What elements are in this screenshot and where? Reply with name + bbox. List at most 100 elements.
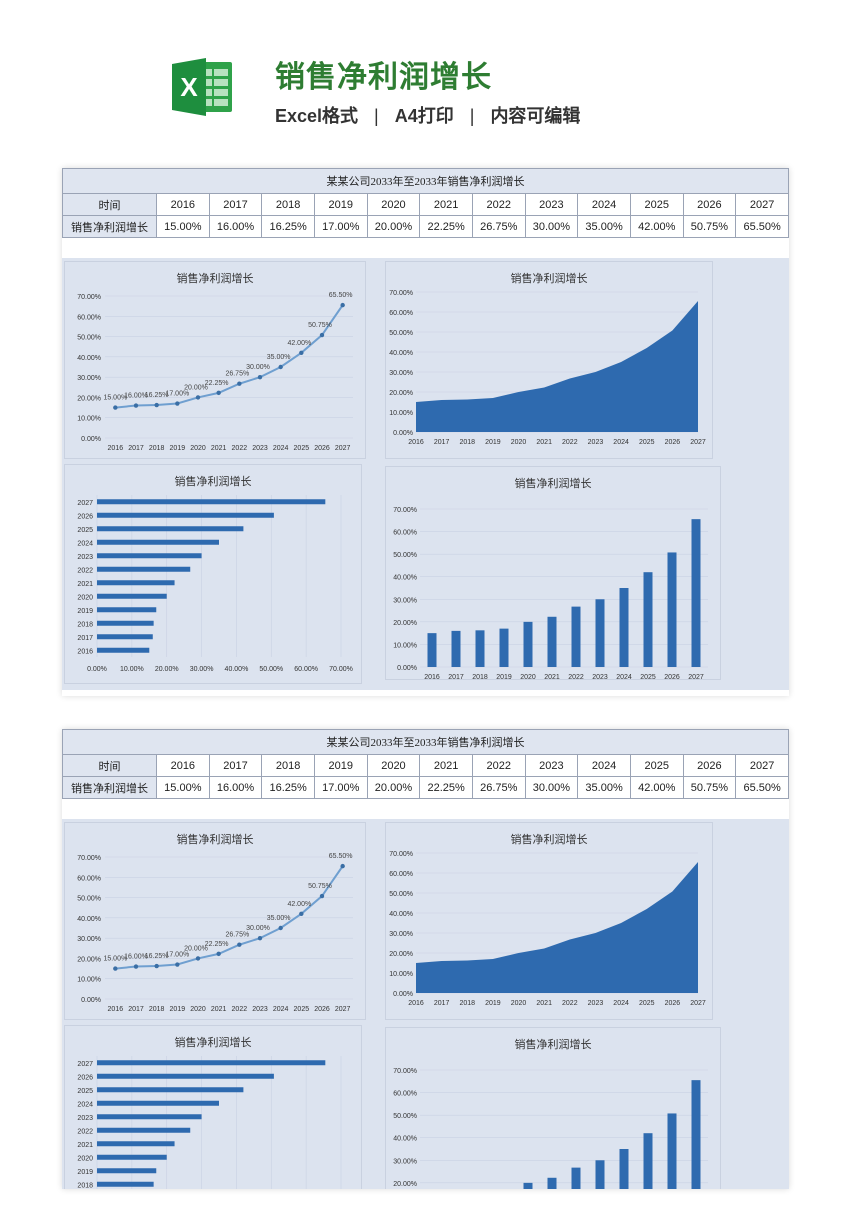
bar[interactable]	[691, 1080, 701, 1189]
value-cell[interactable]: 22.25%	[419, 215, 473, 238]
bar[interactable]	[97, 512, 274, 518]
bar[interactable]	[547, 616, 557, 667]
data-point[interactable]	[154, 402, 159, 408]
value-cell[interactable]: 20.00%	[366, 215, 421, 238]
bar[interactable]	[427, 633, 437, 667]
year-cell[interactable]: 2017	[208, 754, 263, 777]
bar[interactable]	[97, 1141, 175, 1147]
year-cell[interactable]: 2021	[419, 754, 473, 777]
data-point[interactable]	[195, 395, 201, 400]
area-chart-panel[interactable]: 销售净利润增长 0.00% 10.00% 20.00% 30.00% 40.00% 50.0…	[385, 261, 713, 459]
bar[interactable]	[619, 1149, 629, 1189]
value-cell[interactable]: 16.25%	[261, 776, 315, 799]
value-cell[interactable]: 26.75%	[471, 776, 526, 799]
bar[interactable]	[547, 1177, 557, 1189]
series-area[interactable]	[416, 862, 698, 993]
year-cell[interactable]: 2016	[156, 754, 210, 777]
data-point[interactable]	[237, 381, 242, 386]
value-cell[interactable]: 50.75%	[682, 776, 737, 799]
data-point[interactable]	[278, 364, 283, 370]
data-point[interactable]	[237, 942, 242, 947]
value-cell[interactable]: 20.00%	[366, 776, 421, 799]
bar[interactable]	[97, 580, 175, 586]
value-cell[interactable]: 42.00%	[629, 776, 684, 799]
bar[interactable]	[97, 1060, 326, 1066]
bar[interactable]	[475, 630, 485, 667]
data-point[interactable]	[175, 962, 180, 967]
bar[interactable]	[523, 1182, 533, 1189]
data-point[interactable]	[299, 911, 304, 916]
value-cell[interactable]: 15.00%	[156, 776, 210, 799]
bar[interactable]	[97, 1087, 244, 1093]
value-cell[interactable]: 16.25%	[261, 215, 315, 238]
data-point[interactable]	[319, 893, 325, 899]
year-cell[interactable]: 2024	[577, 193, 631, 216]
bar[interactable]	[97, 634, 153, 640]
bar[interactable]	[619, 588, 629, 667]
bar[interactable]	[97, 1100, 219, 1106]
data-point[interactable]	[257, 935, 263, 941]
value-cell[interactable]: 65.50%	[735, 776, 789, 799]
year-cell[interactable]: 2018	[261, 754, 315, 777]
year-cell[interactable]: 2020	[366, 193, 421, 216]
line-chart-panel[interactable]: 销售净利润增长 0.00% 10.00% 20.00% 30.00% 40.00% 50.0…	[64, 822, 366, 1020]
bar[interactable]	[97, 539, 219, 545]
bar[interactable]	[97, 1181, 154, 1187]
bar[interactable]	[571, 606, 581, 667]
data-point[interactable]	[340, 302, 345, 308]
year-cell[interactable]: 2026	[682, 193, 737, 216]
bar[interactable]	[97, 647, 150, 653]
data-point[interactable]	[133, 403, 139, 408]
bar[interactable]	[667, 552, 677, 667]
value-cell[interactable]: 42.00%	[629, 215, 684, 238]
area-chart-panel[interactable]: 销售净利润增长 0.00% 10.00% 20.00% 30.00% 40.00% 50.0…	[385, 822, 713, 1020]
bar[interactable]	[595, 1160, 605, 1189]
year-cell[interactable]: 2022	[471, 754, 526, 777]
data-point[interactable]	[299, 350, 304, 355]
year-cell[interactable]: 2025	[629, 754, 684, 777]
value-cell[interactable]: 26.75%	[471, 215, 526, 238]
year-cell[interactable]: 2027	[735, 193, 789, 216]
bar[interactable]	[595, 599, 605, 667]
data-point[interactable]	[257, 374, 263, 380]
bar-chart-panel[interactable]: 销售净利润增长0.00%10.00%20.00%30.00%40.00%50.0…	[64, 1025, 362, 1189]
value-cell[interactable]: 16.00%	[208, 215, 263, 238]
bar[interactable]	[97, 499, 326, 505]
bar[interactable]	[97, 1154, 167, 1160]
line-chart-panel[interactable]: 销售净利润增长 0.00% 10.00% 20.00% 30.00% 40.00% 50.0…	[64, 261, 366, 459]
bar[interactable]	[97, 553, 202, 559]
bar-chart-panel[interactable]: 销售净利润增长0.00%10.00%20.00%30.00%40.00%50.0…	[385, 1027, 721, 1189]
bar[interactable]	[97, 593, 167, 599]
data-point[interactable]	[175, 401, 180, 406]
year-cell[interactable]: 2024	[577, 754, 631, 777]
year-cell[interactable]: 2023	[524, 754, 579, 777]
data-point[interactable]	[195, 956, 201, 961]
year-cell[interactable]: 2021	[419, 193, 473, 216]
bar[interactable]	[643, 572, 653, 667]
data-point[interactable]	[133, 964, 139, 969]
value-cell[interactable]: 30.00%	[524, 215, 579, 238]
bar[interactable]	[97, 1073, 274, 1079]
year-cell[interactable]: 2018	[261, 193, 315, 216]
value-cell[interactable]: 30.00%	[524, 776, 579, 799]
value-cell[interactable]: 35.00%	[577, 776, 631, 799]
data-point[interactable]	[113, 405, 118, 410]
year-cell[interactable]: 2027	[735, 754, 789, 777]
year-cell[interactable]: 2016	[156, 193, 210, 216]
bar[interactable]	[499, 628, 509, 667]
bar[interactable]	[97, 566, 191, 572]
year-cell[interactable]: 2025	[629, 193, 684, 216]
bar[interactable]	[97, 1127, 191, 1133]
year-cell[interactable]: 2023	[524, 193, 579, 216]
value-cell[interactable]: 65.50%	[735, 215, 789, 238]
value-cell[interactable]: 15.00%	[156, 215, 210, 238]
year-cell[interactable]: 2019	[313, 754, 368, 777]
year-cell[interactable]: 2020	[366, 754, 421, 777]
value-cell[interactable]: 17.00%	[313, 215, 368, 238]
year-cell[interactable]: 2019	[313, 193, 368, 216]
year-cell[interactable]: 2022	[471, 193, 526, 216]
bar[interactable]	[643, 1133, 653, 1189]
bar[interactable]	[97, 1168, 157, 1174]
